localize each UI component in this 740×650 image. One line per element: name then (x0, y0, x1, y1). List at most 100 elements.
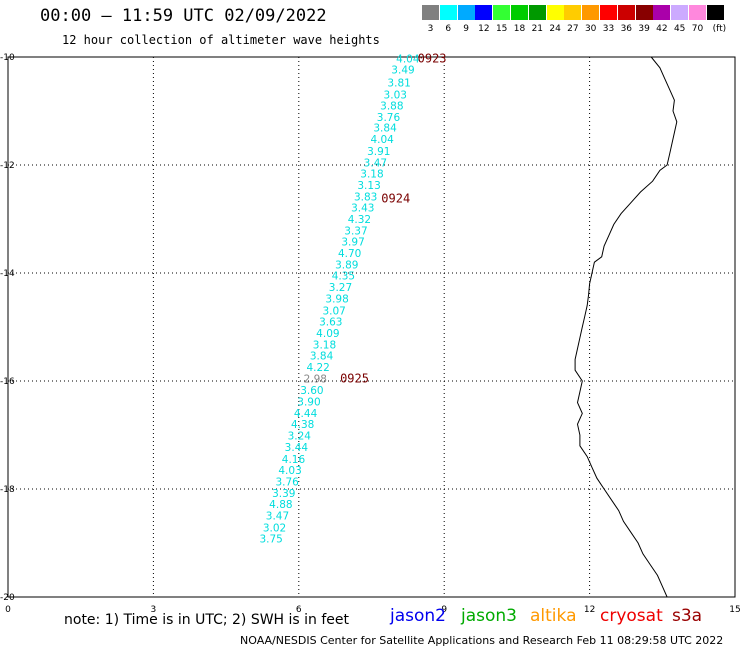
satellite-legend-altika: altika (530, 606, 577, 626)
x-tick-label: 9 (441, 605, 447, 615)
wave-height-label: 3.44 (285, 442, 309, 454)
color-swatch-label: 45 (673, 24, 686, 34)
wave-height-label: 4.88 (269, 499, 292, 511)
color-swatch (564, 5, 582, 20)
wave-height-label: 3.47 (266, 510, 289, 522)
x-tick-label: 0 (5, 605, 11, 615)
satellite-legend-s3a: s3a (672, 606, 703, 626)
color-swatch (635, 5, 653, 20)
pass-time-label: 0925 (340, 371, 369, 385)
color-swatch-label: 30 (584, 24, 597, 34)
color-swatch (457, 5, 475, 20)
wave-height-label: 3.89 (335, 259, 358, 271)
pass-time-label: 0923 (418, 52, 447, 66)
wave-height-label: 3.76 (275, 476, 299, 488)
y-tick-label: -18 (0, 485, 15, 495)
color-swatch-label: 3 (427, 24, 434, 34)
color-swatch-label: 27 (567, 24, 579, 34)
wave-height-label: 3.13 (357, 180, 380, 192)
color-swatch-label: 6 (445, 24, 452, 34)
color-swatch (582, 5, 600, 20)
color-swatch (422, 5, 439, 20)
color-swatch (493, 5, 511, 20)
wave-height-label: 3.49 (391, 64, 414, 76)
wave-height-label: 3.63 (319, 317, 342, 329)
page-title: 00:00 – 11:59 UTC 02/09/2022 (40, 6, 327, 26)
color-swatch (671, 5, 689, 20)
satellite-legend-jason3: jason3 (461, 606, 517, 626)
color-swatch (439, 5, 457, 20)
satellite-legend-cryosat: cryosat (600, 606, 663, 626)
wave-height-label: 2.98 (304, 373, 327, 385)
wave-height-label: 4.70 (338, 248, 361, 260)
x-tick-label: 12 (584, 605, 595, 615)
wave-height-label: 3.43 (351, 203, 374, 215)
wave-height-label: 4.22 (306, 362, 329, 374)
x-tick-label: 15 (729, 605, 740, 615)
satellite-legend-jason2: jason2 (390, 606, 446, 626)
credit-footer: NOAA/NESDIS Center for Satellite Applica… (240, 634, 724, 647)
wave-height-label: 3.83 (354, 191, 377, 203)
wave-height-label: 3.84 (310, 351, 334, 363)
x-tick-label: 6 (296, 605, 302, 615)
y-tick-label: -12 (0, 161, 15, 171)
wave-height-label: 3.07 (322, 305, 345, 317)
color-swatch (689, 5, 706, 20)
y-tick-label: -14 (0, 269, 15, 279)
wave-height-label: 4.32 (348, 214, 371, 226)
color-swatch (475, 5, 493, 20)
color-swatch (706, 5, 724, 20)
y-tick-label: -10 (0, 53, 15, 63)
wave-height-label: 4.04 (370, 134, 394, 146)
color-swatch (528, 5, 546, 20)
y-tick-label: -16 (0, 377, 15, 387)
wave-height-label: 3.84 (373, 123, 397, 135)
color-swatch-label: 9 (463, 24, 469, 34)
wave-height-label: 3.27 (329, 282, 352, 294)
color-swatch-label: 39 (638, 24, 650, 34)
x-tick-label: 3 (151, 605, 157, 615)
color-swatch (617, 5, 635, 20)
color-swatch-label: 33 (602, 24, 615, 34)
color-swatch (511, 5, 528, 20)
map-frame (7, 56, 736, 598)
wave-height-label: 3.37 (344, 225, 367, 237)
wave-height-label: 3.60 (300, 385, 323, 397)
color-swatch-label: 70 (691, 24, 704, 34)
wave-height-label: 3.98 (325, 293, 348, 305)
wave-height-label: 3.02 (263, 522, 286, 534)
coastline (574, 56, 678, 598)
wave-height-label: 4.16 (282, 454, 306, 466)
wave-height-label: 4.38 (291, 419, 314, 431)
wave-height-label: 3.18 (313, 339, 336, 351)
page-subtitle: 12 hour collection of altimeter wave hei… (62, 33, 380, 47)
pass-time-label: 0924 (381, 191, 410, 205)
wave-height-label: 3.81 (387, 77, 410, 89)
wave-height-label: 3.39 (272, 488, 295, 500)
wave-height-label: 4.04 (396, 54, 420, 66)
y-tick-label: -20 (0, 593, 15, 603)
wave-height-label: 4.35 (332, 271, 355, 283)
color-swatch (600, 5, 617, 20)
wave-height-label: 3.75 (259, 534, 282, 546)
wave-height-label: 3.24 (288, 431, 312, 443)
color-swatch (653, 5, 671, 20)
color-swatch-label: 12 (478, 24, 490, 34)
wave-height-label: 3.88 (380, 101, 403, 113)
wave-height-label: 4.03 (278, 465, 301, 477)
color-swatch (546, 5, 564, 20)
color-swatch-label: 15 (495, 24, 508, 34)
wave-height-label: 4.09 (316, 328, 339, 340)
color-swatch-label: 36 (620, 24, 633, 34)
wave-height-label: 3.97 (341, 237, 364, 249)
wave-height-label: 4.44 (294, 408, 318, 420)
wave-height-label: 3.03 (384, 89, 407, 101)
color-swatch-label: 42 (656, 24, 668, 34)
wave-height-label: 3.90 (297, 397, 320, 409)
color-swatch-label: 21 (531, 24, 544, 34)
wave-height-label: 3.91 (367, 146, 390, 158)
wave-height-label: 3.18 (360, 169, 383, 181)
color-swatch-label: 18 (513, 24, 526, 34)
wave-height-label: 3.76 (377, 112, 401, 124)
